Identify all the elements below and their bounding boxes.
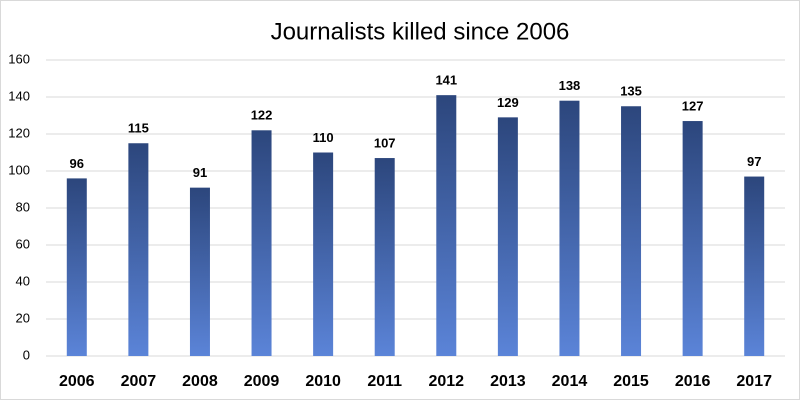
data-label: 96 bbox=[70, 156, 84, 171]
y-tick-label: 20 bbox=[16, 310, 30, 325]
bar bbox=[621, 106, 642, 356]
bar bbox=[66, 178, 87, 356]
y-tick-label: 80 bbox=[16, 199, 30, 214]
y-tick-label: 120 bbox=[8, 125, 30, 140]
data-label: 97 bbox=[747, 154, 761, 169]
bar bbox=[497, 117, 518, 356]
bar bbox=[436, 95, 457, 357]
data-label: 135 bbox=[620, 84, 642, 99]
y-tick-label: 40 bbox=[16, 273, 30, 288]
x-tick-label: 2006 bbox=[59, 373, 95, 390]
y-tick-label: 100 bbox=[8, 162, 30, 177]
data-label: 138 bbox=[559, 78, 581, 93]
bar bbox=[251, 130, 272, 356]
x-tick-label: 2015 bbox=[613, 373, 649, 390]
x-tick-label: 2011 bbox=[367, 373, 402, 390]
data-label: 91 bbox=[193, 165, 207, 180]
y-tick-label: 60 bbox=[16, 236, 30, 251]
bar bbox=[559, 100, 580, 356]
bar bbox=[374, 158, 395, 356]
x-tick-label: 2016 bbox=[675, 373, 711, 390]
data-label: 127 bbox=[682, 98, 704, 113]
x-tick-label: 2013 bbox=[490, 373, 526, 390]
bar bbox=[744, 176, 765, 356]
x-tick-label: 2009 bbox=[244, 373, 280, 390]
bar bbox=[682, 121, 703, 356]
x-tick-label: 2008 bbox=[182, 373, 218, 390]
x-tick-label: 2014 bbox=[552, 373, 588, 390]
bar bbox=[128, 143, 149, 356]
data-label: 122 bbox=[251, 108, 273, 123]
y-tick-label: 160 bbox=[8, 51, 30, 66]
x-tick-label: 2010 bbox=[305, 373, 341, 390]
bar bbox=[313, 152, 334, 356]
bar bbox=[189, 187, 210, 356]
y-tick-label: 0 bbox=[23, 347, 30, 362]
chart-title: Journalists killed since 2006 bbox=[271, 18, 570, 45]
y-tick-label: 140 bbox=[8, 88, 30, 103]
x-tick-label: 2012 bbox=[428, 373, 464, 390]
data-label: 115 bbox=[128, 121, 149, 136]
data-label: 110 bbox=[313, 130, 334, 145]
x-tick-label: 2007 bbox=[121, 373, 157, 390]
data-label: 141 bbox=[435, 73, 457, 88]
x-tick-label: 2017 bbox=[736, 373, 772, 390]
data-label: 129 bbox=[497, 95, 519, 110]
data-label: 107 bbox=[374, 135, 396, 150]
